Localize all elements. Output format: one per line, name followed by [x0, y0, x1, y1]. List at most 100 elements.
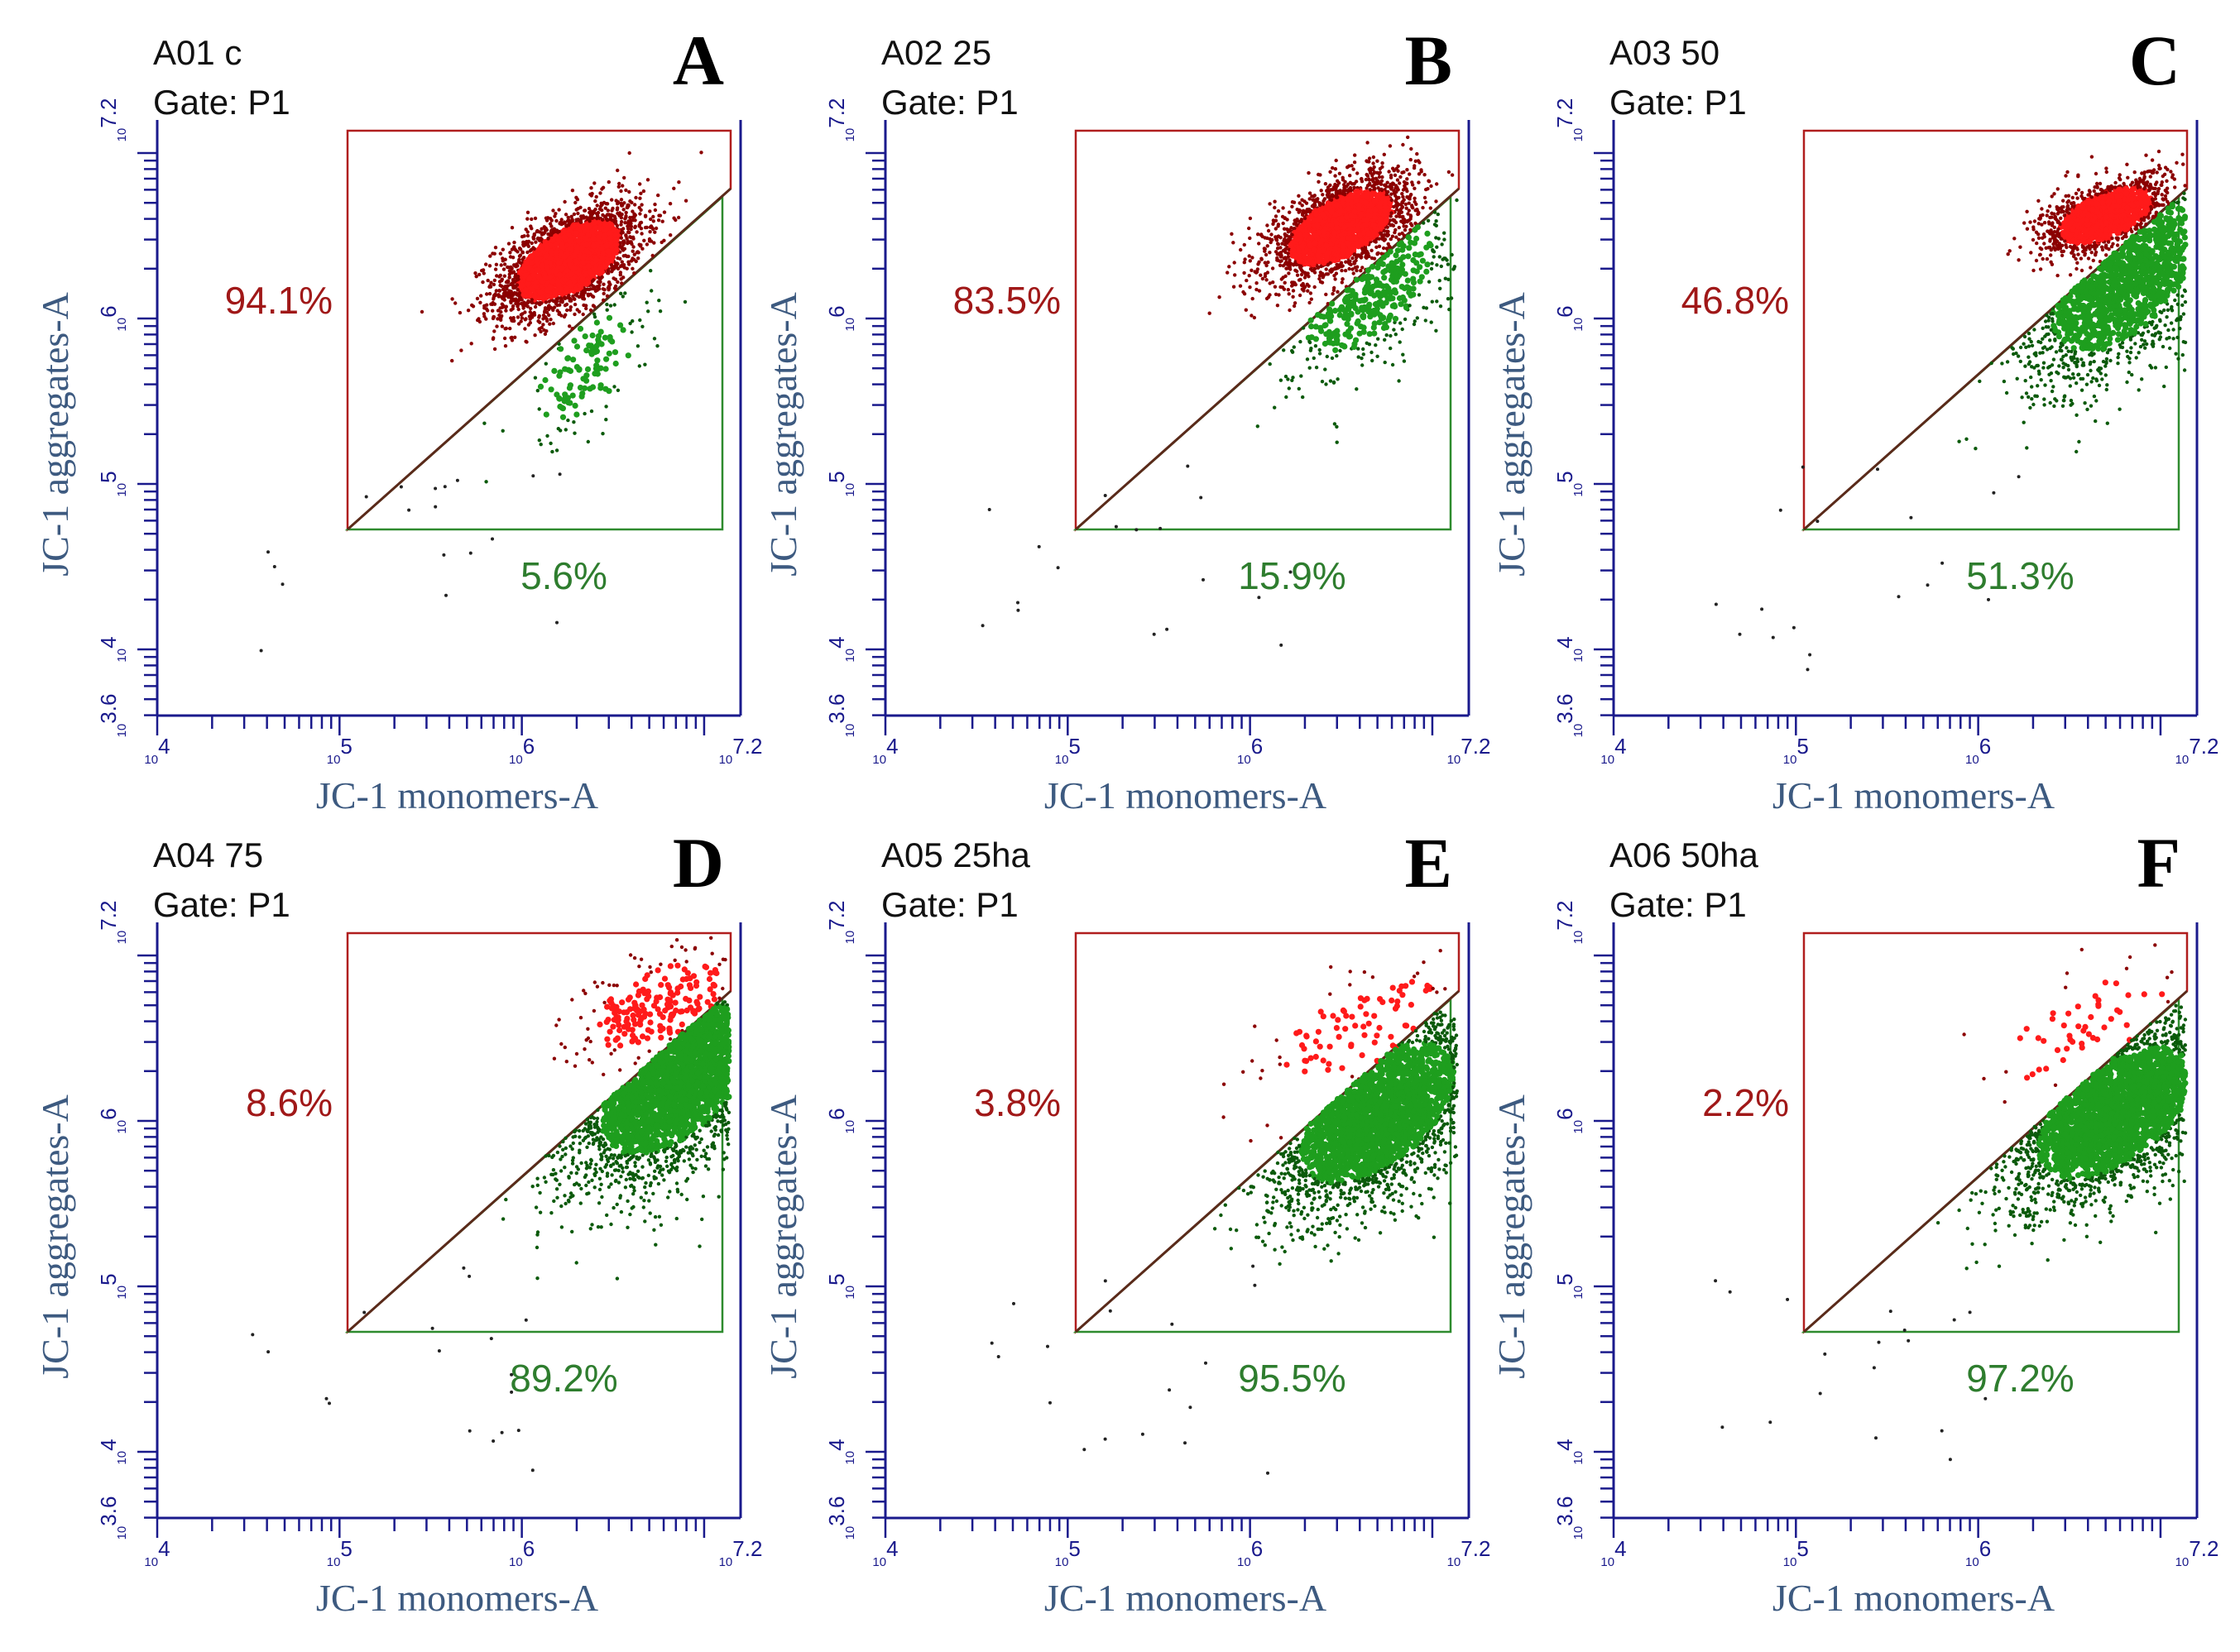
x-tick-label: 105 [327, 734, 353, 767]
svg-text:105: 105 [1055, 734, 1081, 767]
svg-text:105: 105 [327, 734, 353, 767]
y-tick-label: 107.2 [96, 98, 129, 142]
y-tick-label: 103.6 [824, 1496, 857, 1540]
svg-text:104: 104 [872, 734, 898, 767]
y-tick-label: 105 [1552, 1273, 1585, 1299]
svg-text:106: 106 [1237, 734, 1263, 767]
x-tick-label: 106 [509, 1536, 535, 1569]
gates [1072, 129, 1461, 532]
sample-label: A03 50 [1609, 33, 1720, 72]
y-tick-label: 107.2 [1552, 901, 1585, 945]
green-percentage-label: 97.2% [1966, 1357, 2074, 1400]
y-tick-label: 106 [1552, 1108, 1585, 1133]
y-axis-label: JC-1 aggregates-A [762, 292, 804, 577]
x-tick-label: 105 [1783, 1536, 1809, 1569]
red-percentage-label: 2.2% [1702, 1081, 1789, 1124]
y-tick-label: 106 [824, 1108, 857, 1133]
svg-text:107.2: 107.2 [719, 734, 763, 767]
axes [884, 922, 1470, 1520]
y-tick-label: 104 [96, 636, 129, 662]
axis-ticks [137, 954, 706, 1538]
scatter-panel-c: A03 50 Gate: P1 C 104 105 106 107.2 103.6 104 105… [1456, 0, 2218, 816]
x-tick-label: 104 [1600, 1536, 1626, 1569]
x-tick-label: 107.2 [719, 734, 763, 767]
gate-label: Gate: P1 [153, 885, 290, 924]
red-percentage-label: 8.6% [246, 1081, 333, 1124]
axis-ticks [1594, 151, 2162, 735]
y-axis-label: JC-1 aggregates-A [34, 1094, 76, 1379]
x-tick-label: 105 [327, 1536, 353, 1569]
y-tick-label: 104 [824, 1439, 857, 1464]
gates [344, 129, 732, 532]
sample-label: A05 25ha [881, 836, 1030, 874]
x-tick-label: 105 [1783, 734, 1809, 767]
y-tick-label: 103.6 [1552, 1496, 1585, 1540]
axis-ticks [866, 954, 1434, 1538]
x-tick-label: 106 [509, 734, 535, 767]
y-tick-label: 106 [96, 305, 129, 331]
svg-text:106: 106 [96, 305, 129, 331]
axes [156, 922, 742, 1520]
scatter-plot-svg: A04 75 Gate: P1 D 104 105 106 107.2 103.6 104 105… [34, 823, 762, 1619]
svg-text:106: 106 [824, 305, 857, 331]
x-tick-label: 105 [1055, 1536, 1081, 1569]
x-tick-label: 104 [872, 1536, 898, 1569]
y-tick-label: 107.2 [824, 901, 857, 945]
scatter-panel-e: A05 25ha Gate: P1 E 104 105 106 107.2 103.6 104 1… [728, 802, 1490, 1619]
green-percentage-label: 95.5% [1238, 1357, 1345, 1400]
svg-text:105: 105 [824, 471, 857, 496]
y-tick-label: 106 [1552, 305, 1585, 331]
x-tick-label: 104 [144, 734, 170, 767]
x-tick-label: 106 [1237, 734, 1263, 767]
svg-text:107.2: 107.2 [96, 98, 129, 142]
red-percentage-label: 83.5% [953, 279, 1061, 322]
y-tick-label: 104 [1552, 1439, 1585, 1464]
scatter-plot-svg: A05 25ha Gate: P1 E 104 105 106 107.2 103.6 104 1… [762, 823, 1490, 1619]
panel-letter: A [673, 21, 724, 100]
scatter-panel-d: A04 75 Gate: P1 D 104 105 106 107.2 103.6 104 105… [0, 802, 762, 1619]
panel-letter: B [1405, 21, 1452, 100]
scatter-panel-f: A06 50ha Gate: P1 F 104 105 106 107.2 103.6 104 1… [1456, 802, 2218, 1619]
y-tick-label: 104 [96, 1439, 129, 1464]
red-percentage-label: 46.8% [1681, 279, 1789, 322]
y-tick-label: 107.2 [1552, 98, 1585, 142]
event-dots [1714, 943, 2189, 1462]
y-tick-label: 107.2 [824, 98, 857, 142]
event-dots [981, 135, 1459, 647]
event-dots [990, 949, 1459, 1475]
gate-label: Gate: P1 [1609, 83, 1747, 122]
x-tick-label: 107.2 [1447, 1536, 1491, 1569]
red-percentage-label: 3.8% [974, 1081, 1061, 1124]
svg-text:105: 105 [96, 471, 129, 496]
x-axis-label: JC-1 monomers-A [1044, 774, 1326, 816]
sample-label: A02 25 [881, 33, 991, 72]
gate-label: Gate: P1 [881, 885, 1019, 924]
x-axis-label: JC-1 monomers-A [316, 1577, 598, 1619]
y-axis-label: JC-1 aggregates-A [34, 292, 76, 577]
x-tick-label: 105 [1055, 734, 1081, 767]
gates [344, 931, 732, 1334]
axis-ticks [1594, 954, 2162, 1538]
axis-ticks [866, 151, 1434, 735]
x-tick-label: 106 [1237, 1536, 1263, 1569]
x-axis-label: JC-1 monomers-A [1772, 774, 2055, 816]
y-tick-label: 104 [1552, 636, 1585, 662]
gate-diagonal [347, 989, 731, 1334]
x-axis-label: JC-1 monomers-A [1044, 1577, 1326, 1619]
svg-text:106: 106 [509, 734, 535, 767]
green-percentage-label: 51.3% [1966, 554, 2074, 597]
event-dots [259, 151, 703, 653]
y-tick-label: 103.6 [96, 694, 129, 738]
red-percentage-label: 94.1% [225, 279, 333, 322]
y-tick-label: 105 [96, 471, 129, 496]
x-tick-label: 107.2 [1447, 734, 1491, 767]
scatter-panel-a: A01 c Gate: P1 A 104 105 106 107.2 103.6 104 105 1… [0, 0, 762, 816]
panel-letter: C [2129, 21, 2180, 100]
sample-label: A04 75 [153, 836, 263, 874]
event-dots [251, 936, 732, 1472]
y-axis-label: JC-1 aggregates-A [1490, 292, 1533, 577]
scatter-panel-b: A02 25 Gate: P1 B 104 105 106 107.2 103.6 104 105… [728, 0, 1490, 816]
gate-diagonal [1803, 989, 2188, 1334]
svg-text:104: 104 [824, 636, 857, 662]
